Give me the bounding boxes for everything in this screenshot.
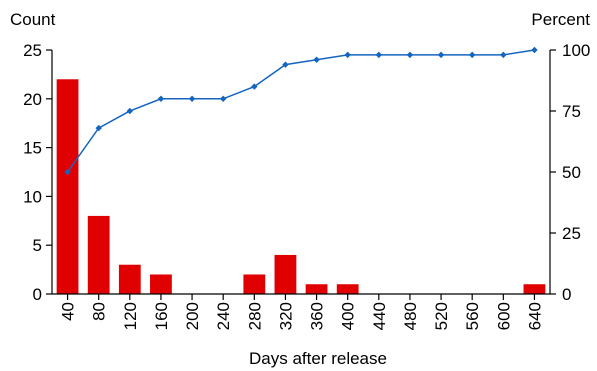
x-tick-label: 240 [214,302,233,330]
x-tick-label: 560 [463,302,482,330]
line-point-240 [219,95,227,102]
right-tick-label: 0 [562,285,571,304]
line-point-440 [375,51,383,59]
line-point-520 [437,51,445,59]
line-point-280 [251,83,258,90]
x-tick-label: 520 [432,302,451,330]
x-tick-label: 320 [276,302,295,330]
x-axis-title: Days after release [249,349,387,368]
left-tick-label: 15 [23,139,42,158]
line-point-560 [468,51,476,59]
bar-400 [336,284,359,294]
line-point-640 [531,46,538,54]
x-tick-label: 600 [494,302,513,330]
line-point-480 [406,51,414,59]
x-tick-label: 40 [59,302,78,321]
bar-series [56,79,546,294]
x-tick-label: 640 [525,302,544,330]
right-tick-label: 25 [562,224,581,243]
line-point-40 [64,168,71,176]
bar-40 [56,79,79,294]
bar-320 [274,254,297,294]
line-point-80 [95,124,102,132]
left-y-ticks: 0 5 10 15 20 25 [23,41,52,304]
x-tick-label: 200 [183,302,202,330]
x-tick-label: 80 [90,302,109,321]
line-point-400 [344,51,351,59]
x-ticks: 40 80 120 160 200 240 280 320 360 400 440 480 520 560… [59,294,544,330]
cumulative-line [66,49,535,173]
line-point-320 [282,61,289,68]
line-point-200 [188,95,196,102]
left-tick-label: 20 [23,90,42,109]
line-series [64,46,538,176]
bar-120 [118,264,141,294]
bar-80 [87,215,110,294]
right-axis-title: Percent [531,10,590,29]
x-tick-label: 160 [152,302,171,330]
x-tick-label: 440 [370,302,389,330]
line-point-120 [126,107,134,115]
line-point-600 [500,51,507,59]
line-markers [64,46,538,176]
line-point-360 [313,56,320,63]
bar-360 [305,284,328,294]
plot-area [56,46,546,294]
bar-160 [150,274,172,294]
x-tick-label: 480 [401,302,420,330]
left-tick-label: 25 [23,41,42,60]
right-tick-label: 50 [562,163,581,182]
x-tick-label: 360 [308,302,327,330]
x-tick-label: 400 [339,302,358,330]
right-y-ticks: 0 25 50 75 100 [550,41,590,304]
bar-280 [243,274,266,294]
left-tick-label: 10 [23,187,42,206]
left-axis-title: Count [10,10,56,29]
left-tick-label: 0 [33,285,42,304]
x-tick-label: 280 [245,302,264,330]
right-tick-label: 100 [562,41,590,60]
left-tick-label: 5 [33,236,42,255]
bar-640 [523,284,546,294]
x-tick-label: 120 [121,302,140,330]
line-point-160 [157,95,165,102]
right-tick-label: 75 [562,102,581,121]
